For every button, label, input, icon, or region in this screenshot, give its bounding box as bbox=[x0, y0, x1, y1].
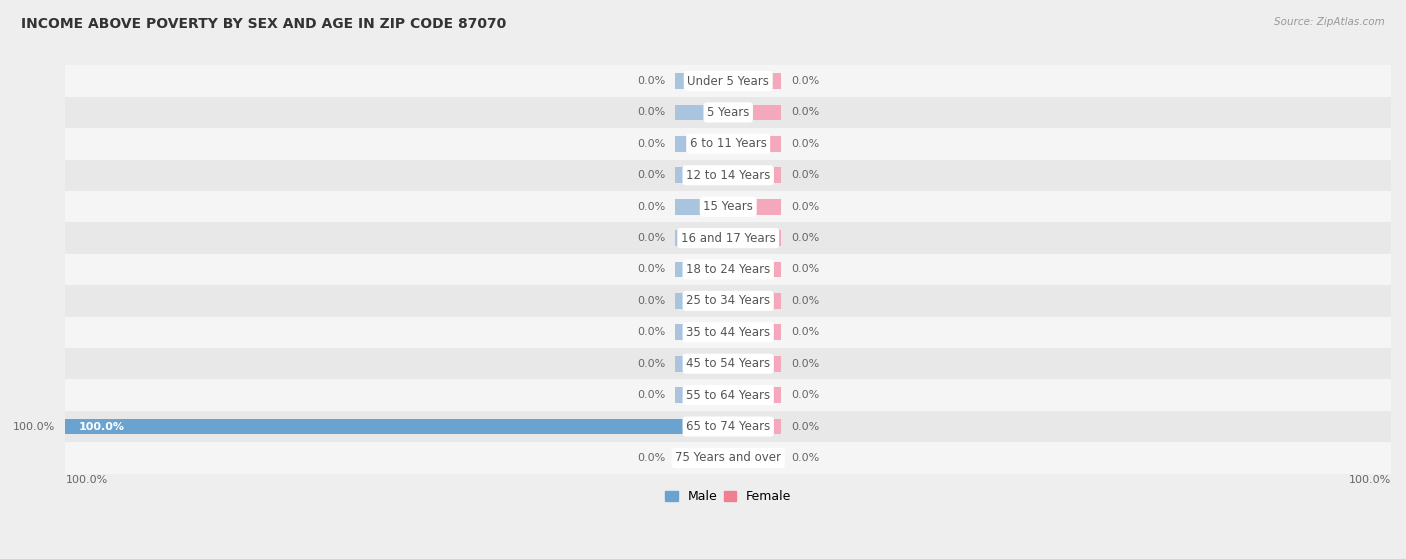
Text: 12 to 14 Years: 12 to 14 Years bbox=[686, 169, 770, 182]
Bar bbox=[66, 380, 1391, 411]
Text: 0.0%: 0.0% bbox=[637, 202, 665, 212]
Bar bbox=[66, 285, 1391, 316]
Bar bbox=[66, 97, 1391, 128]
Text: Source: ZipAtlas.com: Source: ZipAtlas.com bbox=[1274, 17, 1385, 27]
Text: 0.0%: 0.0% bbox=[792, 359, 820, 369]
Text: 0.0%: 0.0% bbox=[792, 453, 820, 463]
Text: 0.0%: 0.0% bbox=[637, 107, 665, 117]
Text: 100.0%: 100.0% bbox=[66, 475, 108, 485]
Text: 0.0%: 0.0% bbox=[792, 76, 820, 86]
Bar bbox=[66, 191, 1391, 222]
Bar bbox=[728, 387, 782, 403]
Text: 0.0%: 0.0% bbox=[637, 76, 665, 86]
Bar bbox=[675, 262, 728, 277]
Text: 0.0%: 0.0% bbox=[637, 359, 665, 369]
Text: 0.0%: 0.0% bbox=[637, 233, 665, 243]
Text: 16 and 17 Years: 16 and 17 Years bbox=[681, 231, 776, 245]
Bar bbox=[66, 442, 1391, 473]
Text: 0.0%: 0.0% bbox=[792, 328, 820, 337]
Bar bbox=[675, 167, 728, 183]
Bar bbox=[728, 419, 782, 434]
Text: 0.0%: 0.0% bbox=[792, 233, 820, 243]
Bar bbox=[66, 348, 1391, 380]
Bar bbox=[675, 230, 728, 246]
Text: 0.0%: 0.0% bbox=[637, 264, 665, 274]
Text: 0.0%: 0.0% bbox=[792, 421, 820, 432]
Text: 5 Years: 5 Years bbox=[707, 106, 749, 119]
Text: 6 to 11 Years: 6 to 11 Years bbox=[690, 138, 766, 150]
Text: 45 to 54 Years: 45 to 54 Years bbox=[686, 357, 770, 370]
Text: 0.0%: 0.0% bbox=[637, 170, 665, 180]
Bar bbox=[66, 411, 1391, 442]
Text: 100.0%: 100.0% bbox=[1348, 475, 1391, 485]
Bar bbox=[728, 324, 782, 340]
Bar bbox=[728, 293, 782, 309]
Bar bbox=[66, 419, 728, 434]
Text: 0.0%: 0.0% bbox=[637, 390, 665, 400]
Bar bbox=[728, 450, 782, 466]
Text: 0.0%: 0.0% bbox=[637, 139, 665, 149]
Text: 25 to 34 Years: 25 to 34 Years bbox=[686, 295, 770, 307]
Bar bbox=[675, 293, 728, 309]
Text: 55 to 64 Years: 55 to 64 Years bbox=[686, 389, 770, 401]
Bar bbox=[66, 159, 1391, 191]
Bar bbox=[675, 387, 728, 403]
Bar bbox=[675, 450, 728, 466]
Text: Under 5 Years: Under 5 Years bbox=[688, 74, 769, 88]
Text: 75 Years and over: 75 Years and over bbox=[675, 452, 782, 465]
Bar bbox=[675, 136, 728, 151]
Text: 0.0%: 0.0% bbox=[792, 139, 820, 149]
Bar bbox=[675, 73, 728, 89]
Bar bbox=[66, 316, 1391, 348]
Text: 0.0%: 0.0% bbox=[637, 453, 665, 463]
Bar bbox=[675, 105, 728, 120]
Bar bbox=[728, 356, 782, 372]
Bar bbox=[66, 128, 1391, 159]
Text: 0.0%: 0.0% bbox=[637, 328, 665, 337]
Text: 65 to 74 Years: 65 to 74 Years bbox=[686, 420, 770, 433]
Bar bbox=[728, 105, 782, 120]
Bar bbox=[66, 254, 1391, 285]
Text: 0.0%: 0.0% bbox=[792, 390, 820, 400]
Bar bbox=[66, 65, 1391, 97]
Text: INCOME ABOVE POVERTY BY SEX AND AGE IN ZIP CODE 87070: INCOME ABOVE POVERTY BY SEX AND AGE IN Z… bbox=[21, 17, 506, 31]
Text: 0.0%: 0.0% bbox=[637, 296, 665, 306]
Text: 18 to 24 Years: 18 to 24 Years bbox=[686, 263, 770, 276]
Text: 0.0%: 0.0% bbox=[792, 202, 820, 212]
Bar bbox=[728, 167, 782, 183]
Bar bbox=[728, 136, 782, 151]
Text: 35 to 44 Years: 35 to 44 Years bbox=[686, 326, 770, 339]
Bar bbox=[728, 73, 782, 89]
Bar bbox=[675, 199, 728, 215]
Text: 15 Years: 15 Years bbox=[703, 200, 754, 213]
Text: 100.0%: 100.0% bbox=[13, 421, 55, 432]
Bar bbox=[66, 222, 1391, 254]
Text: 0.0%: 0.0% bbox=[792, 107, 820, 117]
Bar bbox=[728, 230, 782, 246]
Text: 0.0%: 0.0% bbox=[792, 264, 820, 274]
Legend: Male, Female: Male, Female bbox=[659, 485, 796, 508]
Text: 0.0%: 0.0% bbox=[792, 296, 820, 306]
Bar bbox=[675, 324, 728, 340]
Text: 100.0%: 100.0% bbox=[79, 421, 125, 432]
Bar bbox=[728, 262, 782, 277]
Text: 0.0%: 0.0% bbox=[792, 170, 820, 180]
Bar bbox=[728, 199, 782, 215]
Bar bbox=[675, 356, 728, 372]
